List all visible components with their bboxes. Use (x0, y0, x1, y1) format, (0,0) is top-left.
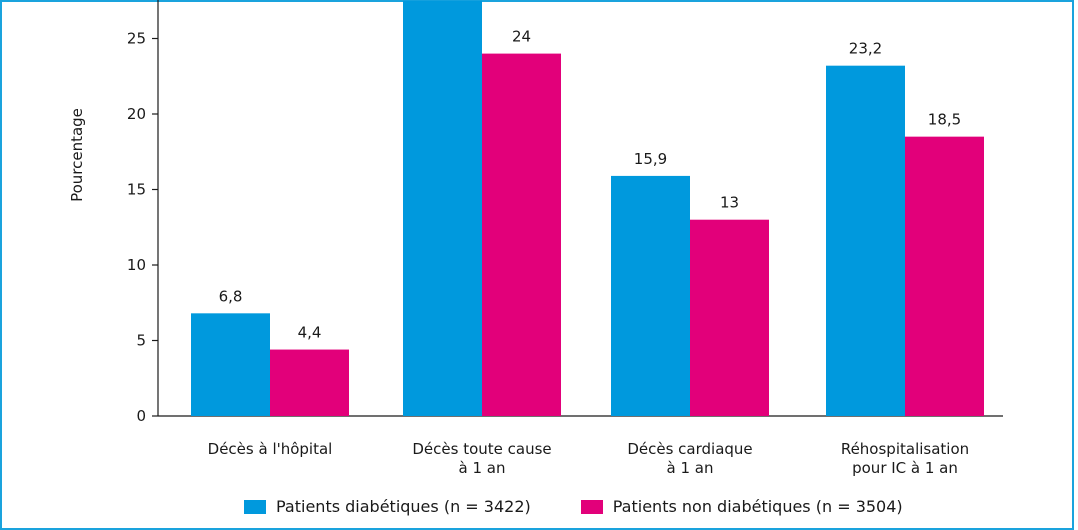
data-label: 6,8 (219, 287, 243, 305)
category-label: à 1 an (667, 459, 714, 477)
data-label: 18,5 (928, 111, 961, 129)
bar-non-diabetic (905, 136, 984, 416)
category-label: à 1 an (459, 459, 506, 477)
data-label: 23,2 (849, 40, 882, 58)
data-label: 4,4 (298, 324, 322, 342)
legend: Patients diabétiques (n = 3422) Patients… (244, 497, 953, 516)
legend-item-diabetic: Patients diabétiques (n = 3422) (244, 497, 531, 516)
category-label: Décès cardiaque (627, 440, 752, 458)
bars (191, 0, 984, 417)
legend-label-non-diabetic: Patients non diabétiques (n = 3504) (612, 497, 903, 516)
bar-diabetic (611, 175, 690, 416)
bar-diabetic (191, 313, 270, 416)
y-tick-label: 5 (136, 332, 146, 350)
legend-item-non-diabetic: Patients non diabétiques (n = 3504) (580, 497, 903, 516)
legend-label-diabetic: Patients diabétiques (n = 3422) (276, 497, 531, 516)
legend-swatch-diabetic (244, 499, 266, 514)
category-label: Décès à l'hôpital (208, 440, 333, 458)
bar-non-diabetic (270, 349, 349, 416)
category-label: pour IC à 1 an (852, 459, 958, 477)
y-tick-label: 15 (127, 181, 146, 199)
bar-non-diabetic (482, 53, 561, 416)
bar-diabetic (826, 65, 905, 417)
y-tick-label: 10 (127, 256, 146, 274)
y-tick-label: 20 (127, 105, 146, 123)
y-axis-label: Pourcentage (68, 108, 86, 202)
data-labels: 6,8 4,4 24 15,9 13 23,2 18,5 (219, 28, 962, 342)
y-tick-label: 25 (127, 30, 146, 48)
data-label: 15,9 (634, 150, 667, 168)
y-tick-label: 0 (136, 407, 146, 425)
bar-chart: 0 5 10 15 20 25 Pourcentage 6,8 4,4 24 15,9 13 23,… (68, 0, 1003, 477)
bar-non-diabetic (690, 219, 769, 416)
bar-diabetic (403, 0, 482, 416)
legend-swatch-non-diabetic (580, 499, 603, 514)
data-label: 24 (512, 28, 531, 46)
data-label: 13 (720, 194, 739, 212)
category-label: Décès toute cause (412, 440, 551, 458)
category-label: Réhospitalisation (841, 440, 969, 458)
